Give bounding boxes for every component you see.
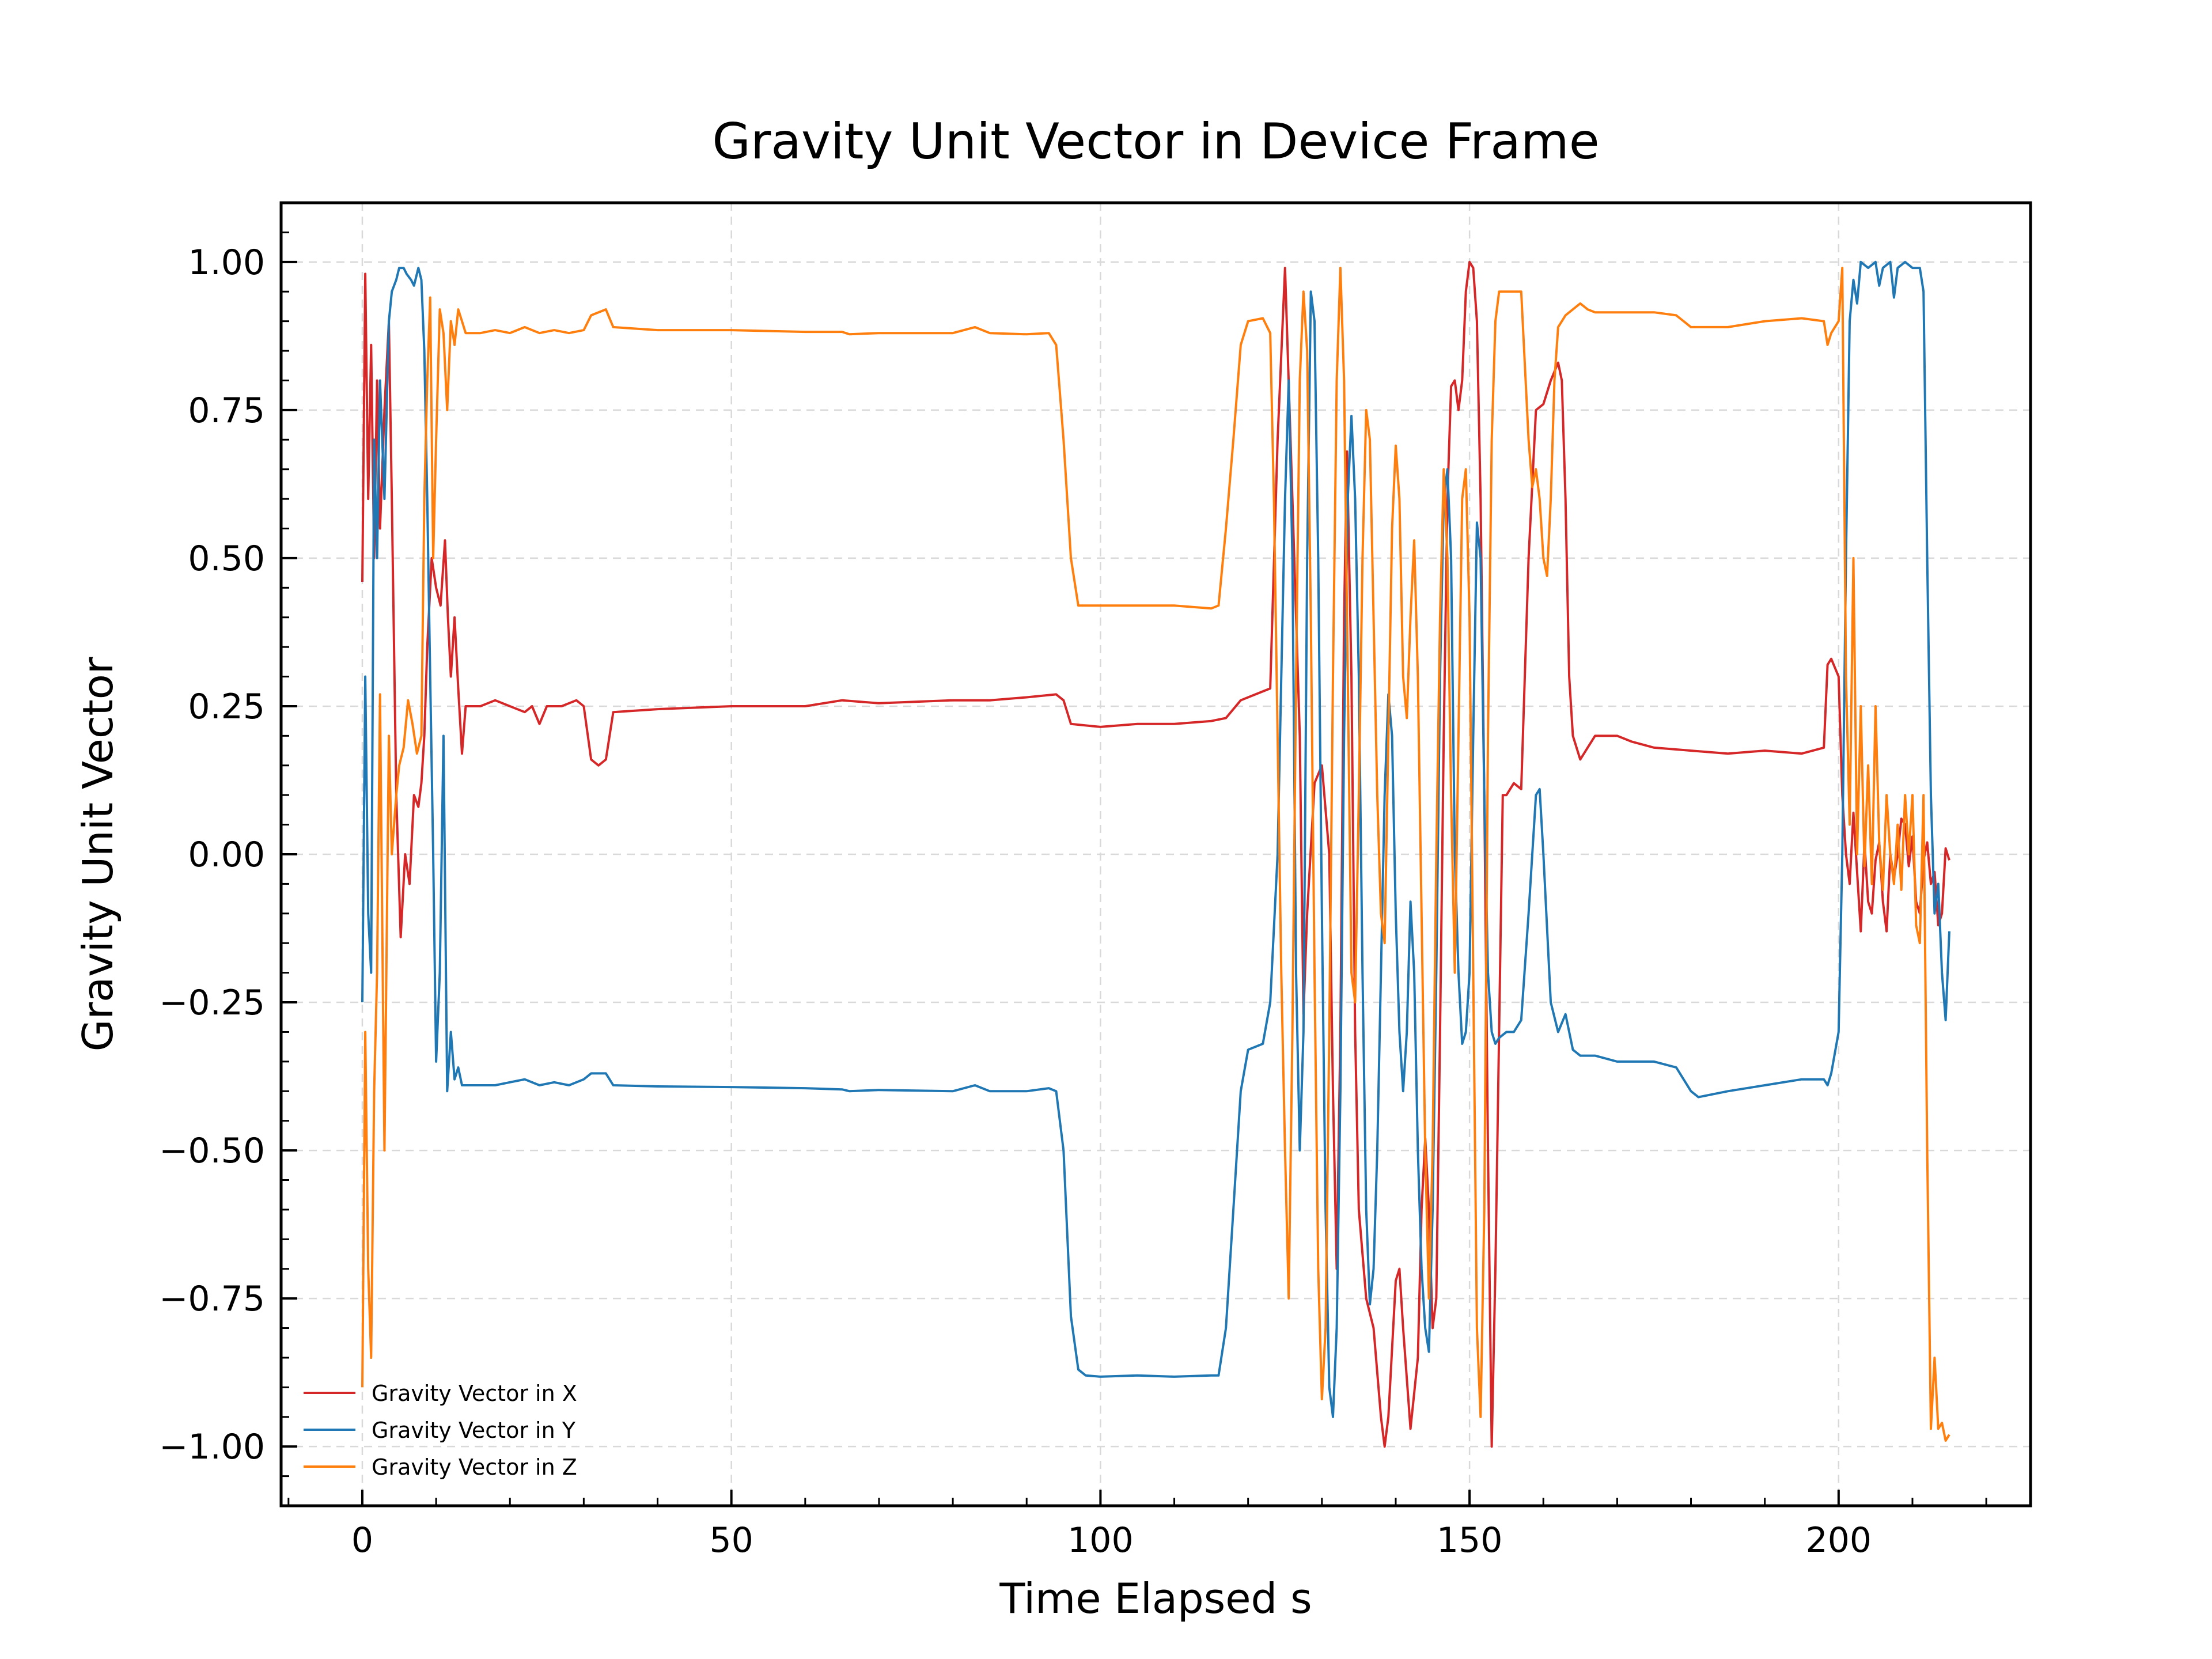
series-lines [361, 260, 1950, 1448]
y-axis-label: Gravity Unit Vector [74, 657, 122, 1051]
y-tick-label: −0.50 [159, 1131, 265, 1171]
x-tick-label: 0 [351, 1520, 373, 1560]
y-tick-label: 0.00 [188, 835, 265, 875]
series-line-3 [361, 267, 1950, 1442]
x-tick-label: 150 [1437, 1520, 1503, 1560]
y-tick-label: 1.00 [188, 243, 265, 283]
legend-label: Gravity Vector in Y [372, 1418, 576, 1443]
legend: Gravity Vector in X Gravity Vector in Y Gr… [304, 1381, 577, 1480]
axis-ticks: 0 50 100 150 200 1.00 0.75 0.50 0.25 0.00 −0.25 −0.… [159, 202, 1987, 1560]
series-line-1 [361, 260, 1950, 1448]
y-tick-label: −0.75 [159, 1279, 265, 1319]
y-tick-label: −1.00 [159, 1427, 265, 1467]
legend-label: Gravity Vector in X [372, 1381, 577, 1406]
y-tick-label: 0.50 [188, 539, 265, 579]
y-tick-label: 0.75 [188, 391, 265, 431]
legend-label: Gravity Vector in Z [372, 1455, 577, 1480]
x-axis-label: Time Elapsed s [999, 1574, 1312, 1623]
y-tick-label: 0.25 [188, 687, 265, 727]
y-tick-label: −0.25 [159, 983, 265, 1023]
grid-lines [281, 203, 2031, 1506]
x-tick-label: 200 [1806, 1520, 1872, 1560]
x-tick-label: 50 [709, 1520, 753, 1560]
series-line-2 [361, 260, 1950, 1418]
x-tick-label: 100 [1067, 1520, 1134, 1560]
chart-title: Gravity Unit Vector in Device Frame [712, 113, 1599, 171]
